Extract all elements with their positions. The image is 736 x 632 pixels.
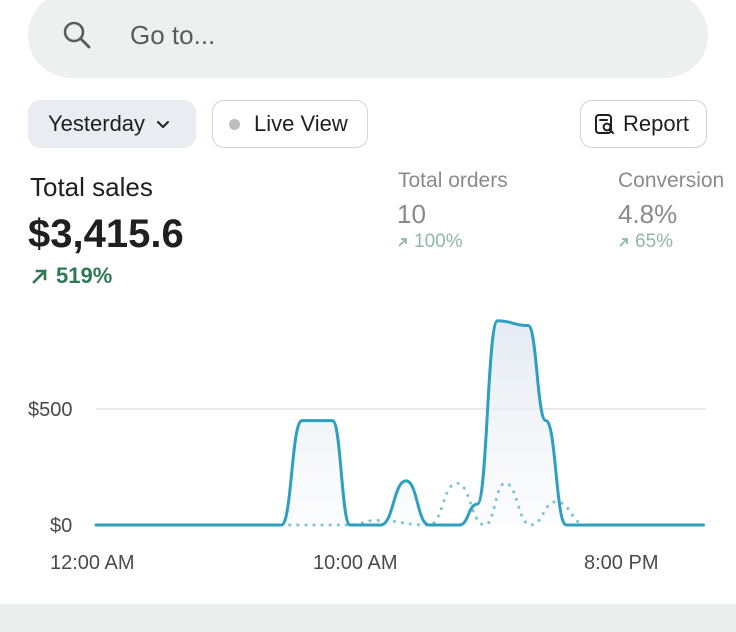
total-orders-title: Total orders xyxy=(398,169,508,192)
sales-line-chart: $500 $0 12:00 AM 10:00 AM 8:00 PM xyxy=(28,319,706,574)
y-tick-500: $500 xyxy=(28,399,73,421)
total-sales-value: $3,415.6 xyxy=(28,212,184,256)
total-sales-change-value: 519% xyxy=(56,263,113,288)
report-button[interactable]: Report xyxy=(580,100,707,148)
total-sales-change: 519% xyxy=(30,263,112,289)
live-view-button[interactable]: Live View xyxy=(212,100,368,148)
status-dot-icon xyxy=(229,118,240,130)
y-tick-0: $0 xyxy=(50,515,72,537)
series-area xyxy=(96,320,704,525)
conversion-change: 65% xyxy=(617,231,673,253)
report-label: Report xyxy=(623,111,690,136)
series-comparison-line xyxy=(280,481,588,527)
total-sales-title: Total sales xyxy=(30,172,153,202)
series-sales-line xyxy=(94,319,705,527)
total-orders-change-value: 100% xyxy=(414,231,463,252)
trend-up-icon xyxy=(32,269,47,284)
conversion-value: 4.8% xyxy=(618,199,678,229)
x-tick-mid: 10:00 AM xyxy=(313,552,398,574)
chevron-down-icon xyxy=(157,121,170,128)
search-bar[interactable]: Go to... xyxy=(28,0,708,78)
date-range-dropdown[interactable]: Yesterday xyxy=(28,100,196,148)
trend-up-icon xyxy=(398,238,407,247)
date-range-label: Yesterday xyxy=(48,111,146,136)
search-input[interactable]: Go to... xyxy=(130,20,216,50)
trend-up-icon xyxy=(619,238,628,247)
total-orders-change: 100% xyxy=(396,231,463,253)
conversion-title: Conversion xyxy=(618,169,725,192)
x-tick-end: 8:00 PM xyxy=(584,552,658,574)
total-orders-value: 10 xyxy=(397,199,426,229)
report-icon xyxy=(595,114,614,134)
conversion-change-value: 65% xyxy=(635,231,674,252)
x-tick-start: 12:00 AM xyxy=(50,552,135,574)
bottom-panel xyxy=(0,604,736,632)
live-view-label: Live View xyxy=(254,111,348,136)
search-icon xyxy=(63,21,91,49)
